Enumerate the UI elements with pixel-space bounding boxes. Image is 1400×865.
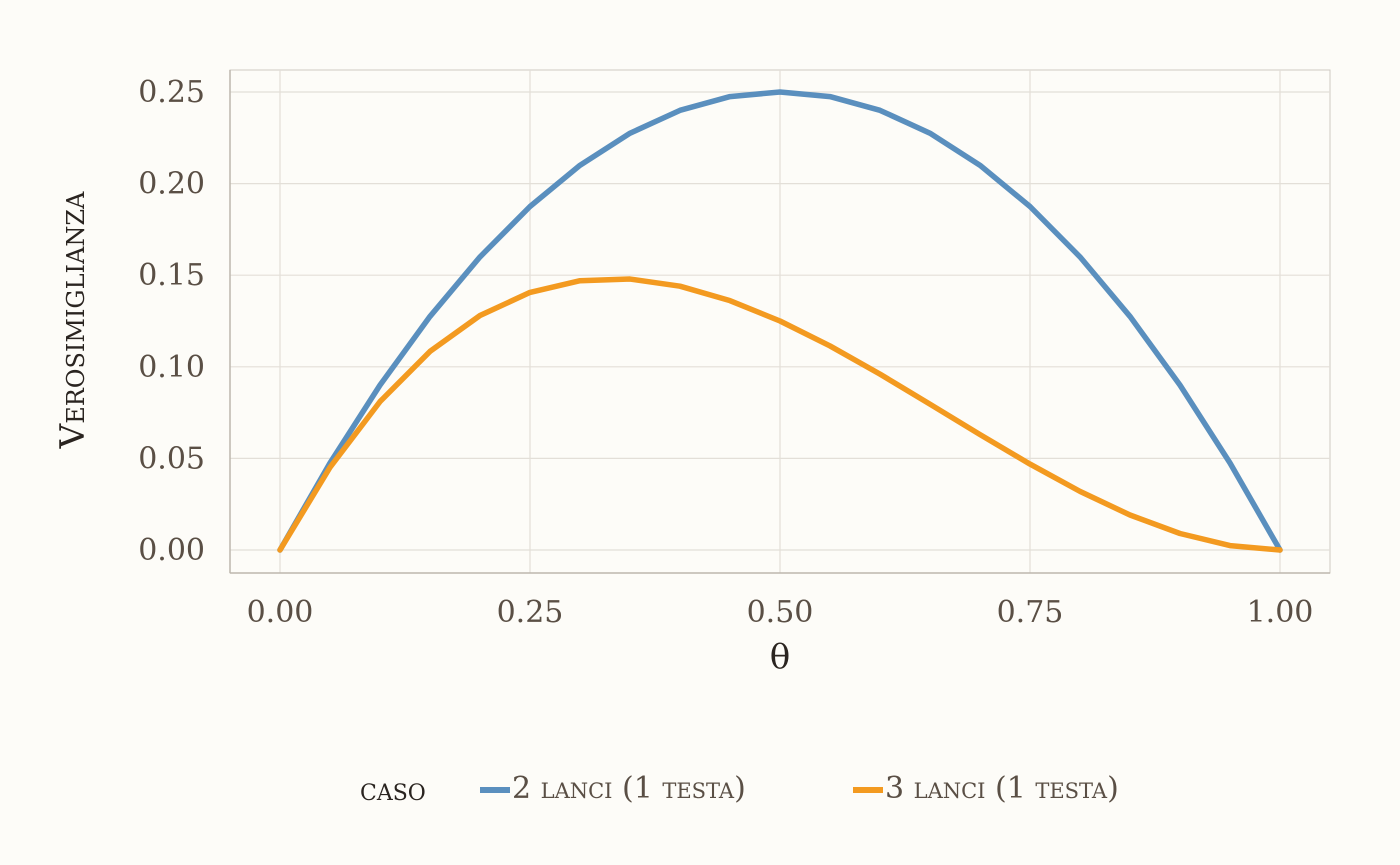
- y-axis-title: Verosimiglianza: [53, 191, 93, 449]
- legend: caso 2 lanci (1 testa) 3 lanci (1 testa): [360, 770, 1119, 808]
- x-tick-labels: 0.00 0.25 0.50 0.75 1.00: [247, 595, 1314, 630]
- y-tick-label: 0.05: [138, 441, 205, 476]
- x-tick-label: 0.75: [997, 595, 1064, 630]
- x-tick-label: 0.25: [497, 595, 564, 630]
- y-tick-labels: 0.00 0.05 0.10 0.15 0.20 0.25: [138, 75, 205, 568]
- y-tick-label: 0.20: [138, 167, 205, 202]
- legend-title: caso: [360, 770, 426, 808]
- y-tick-label: 0.00: [138, 533, 205, 568]
- series-line-1: [277, 89, 1283, 553]
- grid-lines: [230, 70, 1330, 573]
- y-tick-label: 0.25: [138, 75, 205, 110]
- x-tick-label: 1.00: [1247, 595, 1314, 630]
- series-lines: [277, 89, 1283, 553]
- x-axis-title: θ: [770, 637, 790, 677]
- y-tick-label: 0.10: [138, 350, 205, 385]
- series-line-2: [277, 276, 1283, 553]
- x-tick-label: 0.00: [247, 595, 314, 630]
- legend-label-series-2: 3 lanci (1 testa): [885, 771, 1119, 806]
- x-tick-label: 0.50: [747, 595, 814, 630]
- legend-label-series-1: 2 lanci (1 testa): [512, 771, 746, 806]
- y-tick-label: 0.15: [138, 258, 205, 293]
